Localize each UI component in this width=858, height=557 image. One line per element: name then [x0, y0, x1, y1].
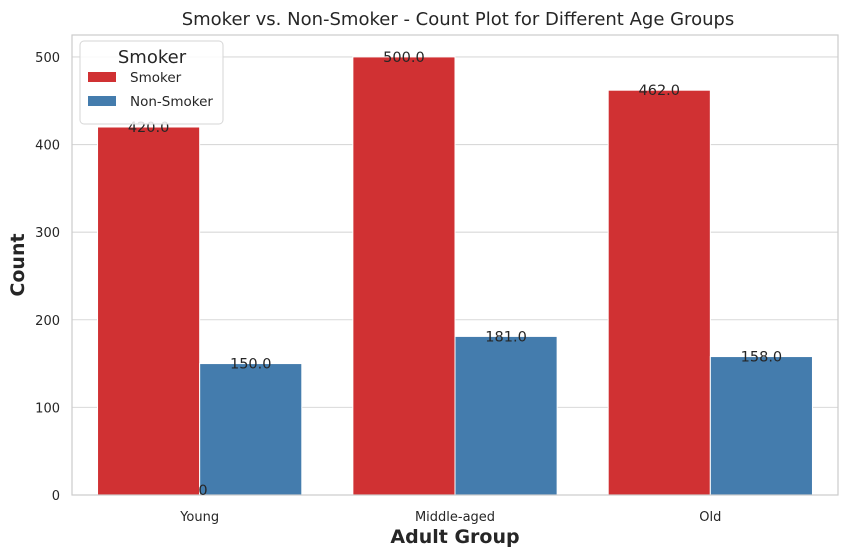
- y-tick-label-200: 200: [35, 314, 60, 329]
- bar-smoker-middle-aged: [352, 56, 456, 496]
- legend-swatch-smoker: [88, 72, 116, 82]
- x-tick-label-young: Young: [179, 510, 219, 525]
- x-ticks: Young Middle-aged Old: [179, 510, 721, 525]
- y-tick-label-400: 400: [35, 139, 60, 154]
- bar-label-non-smoker-middle-aged: 181.0: [485, 329, 527, 345]
- bar-non-smoker-young: [199, 363, 303, 496]
- x-tick-label-old: Old: [699, 510, 721, 525]
- zero-annotation: 0: [198, 483, 207, 499]
- plot-frame: [71, 34, 839, 496]
- y-axis-label: Count: [7, 233, 29, 296]
- bar-label-non-smoker-old: 158.0: [741, 350, 783, 366]
- bar-smoker-old: [607, 89, 711, 496]
- bar-non-smoker-middle-aged: [454, 335, 558, 496]
- legend-label-non-smoker: Non-Smoker: [130, 94, 213, 110]
- y-tick-label-0: 0: [52, 489, 60, 504]
- x-tick-label-middle-aged: Middle-aged: [415, 510, 495, 525]
- y-tick-label-100: 100: [35, 401, 60, 416]
- bar-label-smoker-middle-aged: 500.0: [383, 50, 425, 66]
- legend-title: Smoker: [118, 47, 187, 68]
- bar-label-non-smoker-young: 150.0: [230, 357, 272, 373]
- y-tick-label-500: 500: [35, 51, 60, 66]
- bar-non-smoker-old: [709, 356, 813, 496]
- bar-label-smoker-old: 462.0: [639, 83, 681, 99]
- chart-title: Smoker vs. Non-Smoker - Count Plot for D…: [182, 9, 735, 30]
- x-axis-label: Adult Group: [390, 526, 519, 548]
- bar-smoker-young: [97, 126, 201, 496]
- legend: Smoker Smoker Non-Smoker: [79, 40, 224, 125]
- legend-swatch-non-smoker: [88, 96, 116, 106]
- y-ticks: 0 100 200 300 400 500: [35, 51, 60, 504]
- legend-label-smoker: Smoker: [130, 70, 182, 86]
- y-tick-label-300: 300: [35, 226, 60, 241]
- bars: [97, 56, 813, 496]
